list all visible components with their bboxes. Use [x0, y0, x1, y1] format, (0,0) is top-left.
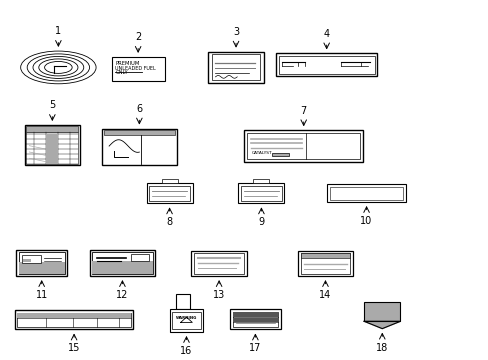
Text: 14: 14: [319, 290, 331, 300]
Bar: [46, 144, 58, 149]
Text: 7: 7: [300, 105, 306, 116]
Bar: [300, 253, 350, 258]
Bar: [275, 53, 377, 76]
Bar: [238, 183, 284, 203]
Text: 15: 15: [68, 343, 80, 354]
Bar: [169, 309, 203, 332]
Text: 13: 13: [213, 290, 225, 300]
Text: 17: 17: [249, 343, 261, 354]
Bar: [253, 179, 269, 183]
Bar: [244, 130, 362, 162]
Bar: [46, 134, 58, 139]
Text: PREMIUM: PREMIUM: [115, 62, 140, 67]
Bar: [16, 250, 67, 276]
Text: UNLEADED FUEL: UNLEADED FUEL: [115, 66, 156, 71]
Bar: [131, 254, 149, 261]
Bar: [92, 261, 152, 274]
Bar: [241, 185, 282, 201]
Bar: [211, 54, 260, 80]
Bar: [26, 126, 78, 132]
Text: 3: 3: [232, 27, 239, 37]
Text: 8: 8: [166, 217, 172, 227]
Bar: [146, 183, 192, 203]
Bar: [208, 52, 264, 83]
Bar: [24, 125, 80, 165]
Text: 2: 2: [135, 32, 141, 42]
Bar: [191, 251, 246, 276]
Bar: [161, 179, 177, 183]
Bar: [297, 251, 352, 276]
Bar: [194, 253, 244, 274]
Text: 16: 16: [180, 346, 192, 356]
Bar: [19, 262, 64, 274]
Text: 10: 10: [360, 216, 372, 226]
Text: 9: 9: [258, 217, 264, 227]
Bar: [46, 149, 58, 154]
Bar: [92, 252, 152, 274]
Bar: [15, 310, 133, 329]
Bar: [149, 185, 190, 201]
Bar: [22, 255, 41, 263]
Bar: [364, 302, 400, 321]
Bar: [300, 253, 350, 274]
Text: 11: 11: [36, 290, 48, 300]
Bar: [172, 312, 200, 329]
Bar: [19, 252, 64, 274]
Bar: [26, 132, 78, 164]
Bar: [271, 153, 288, 156]
Bar: [175, 293, 190, 309]
Bar: [17, 313, 131, 327]
Bar: [278, 56, 374, 74]
Text: CATALYST: CATALYST: [251, 151, 271, 155]
Text: WARNING: WARNING: [176, 316, 197, 320]
Polygon shape: [364, 321, 400, 329]
Bar: [17, 313, 131, 318]
Bar: [46, 159, 58, 164]
Text: 4: 4: [323, 29, 329, 39]
Text: 1: 1: [55, 26, 61, 36]
Bar: [46, 139, 58, 144]
Text: 6: 6: [136, 104, 142, 114]
Bar: [232, 312, 277, 327]
Bar: [111, 57, 164, 81]
Text: 5: 5: [49, 100, 55, 111]
Bar: [23, 258, 31, 262]
Bar: [46, 154, 58, 159]
Bar: [326, 184, 406, 202]
Text: ONLY: ONLY: [115, 70, 128, 75]
Bar: [103, 130, 175, 135]
Bar: [229, 309, 280, 329]
Bar: [232, 312, 277, 317]
Bar: [102, 129, 177, 165]
Bar: [90, 250, 155, 276]
Bar: [232, 318, 277, 322]
Text: 12: 12: [116, 290, 128, 300]
Bar: [329, 187, 402, 199]
Text: 18: 18: [375, 343, 387, 352]
Bar: [247, 133, 359, 159]
